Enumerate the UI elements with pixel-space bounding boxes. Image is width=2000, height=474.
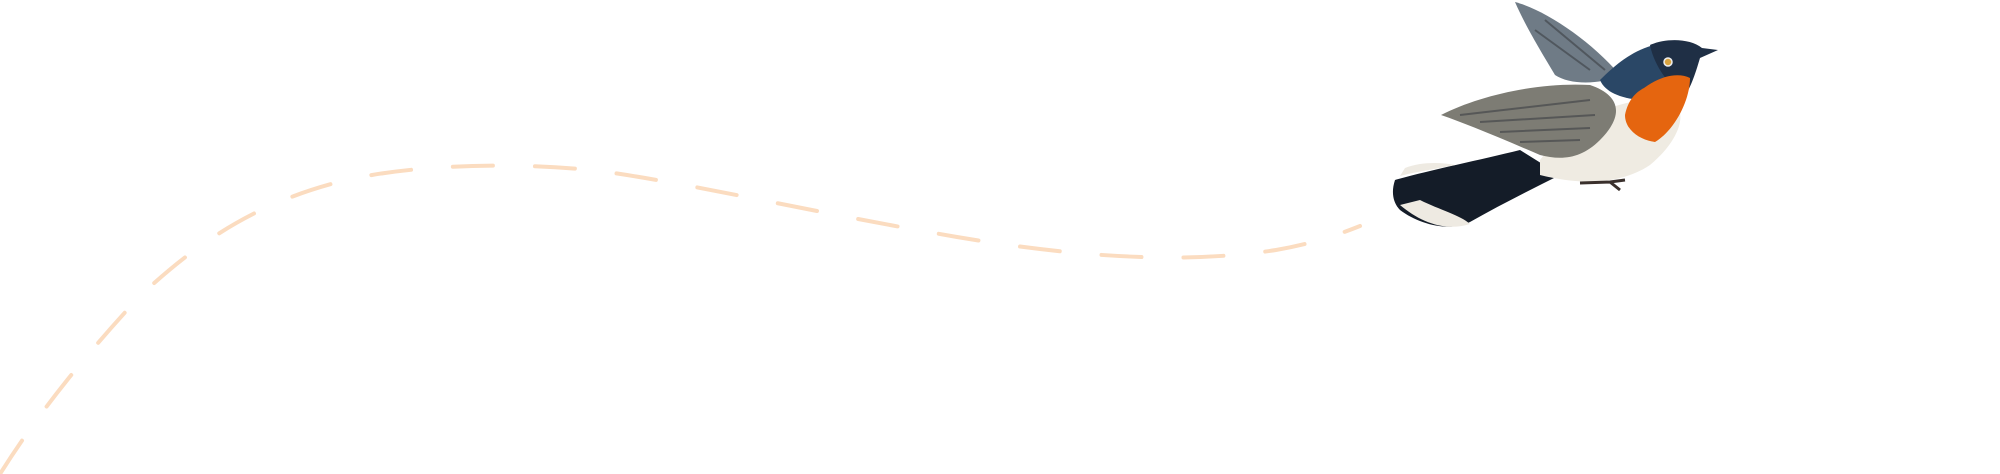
bird-upper-wing	[1515, 2, 1620, 83]
dashed-flight-path	[0, 163, 1362, 474]
bird-wing-stripes	[1459, 19, 1606, 143]
bird-legs	[1579, 178, 1626, 192]
bird-tail-tips	[1400, 163, 1470, 227]
bird-eye	[1663, 57, 1673, 67]
bird-icon	[1392, 2, 1718, 227]
bird-head	[1650, 40, 1718, 100]
bird-throat	[1625, 75, 1690, 142]
bird-lower-wing	[1441, 84, 1617, 158]
